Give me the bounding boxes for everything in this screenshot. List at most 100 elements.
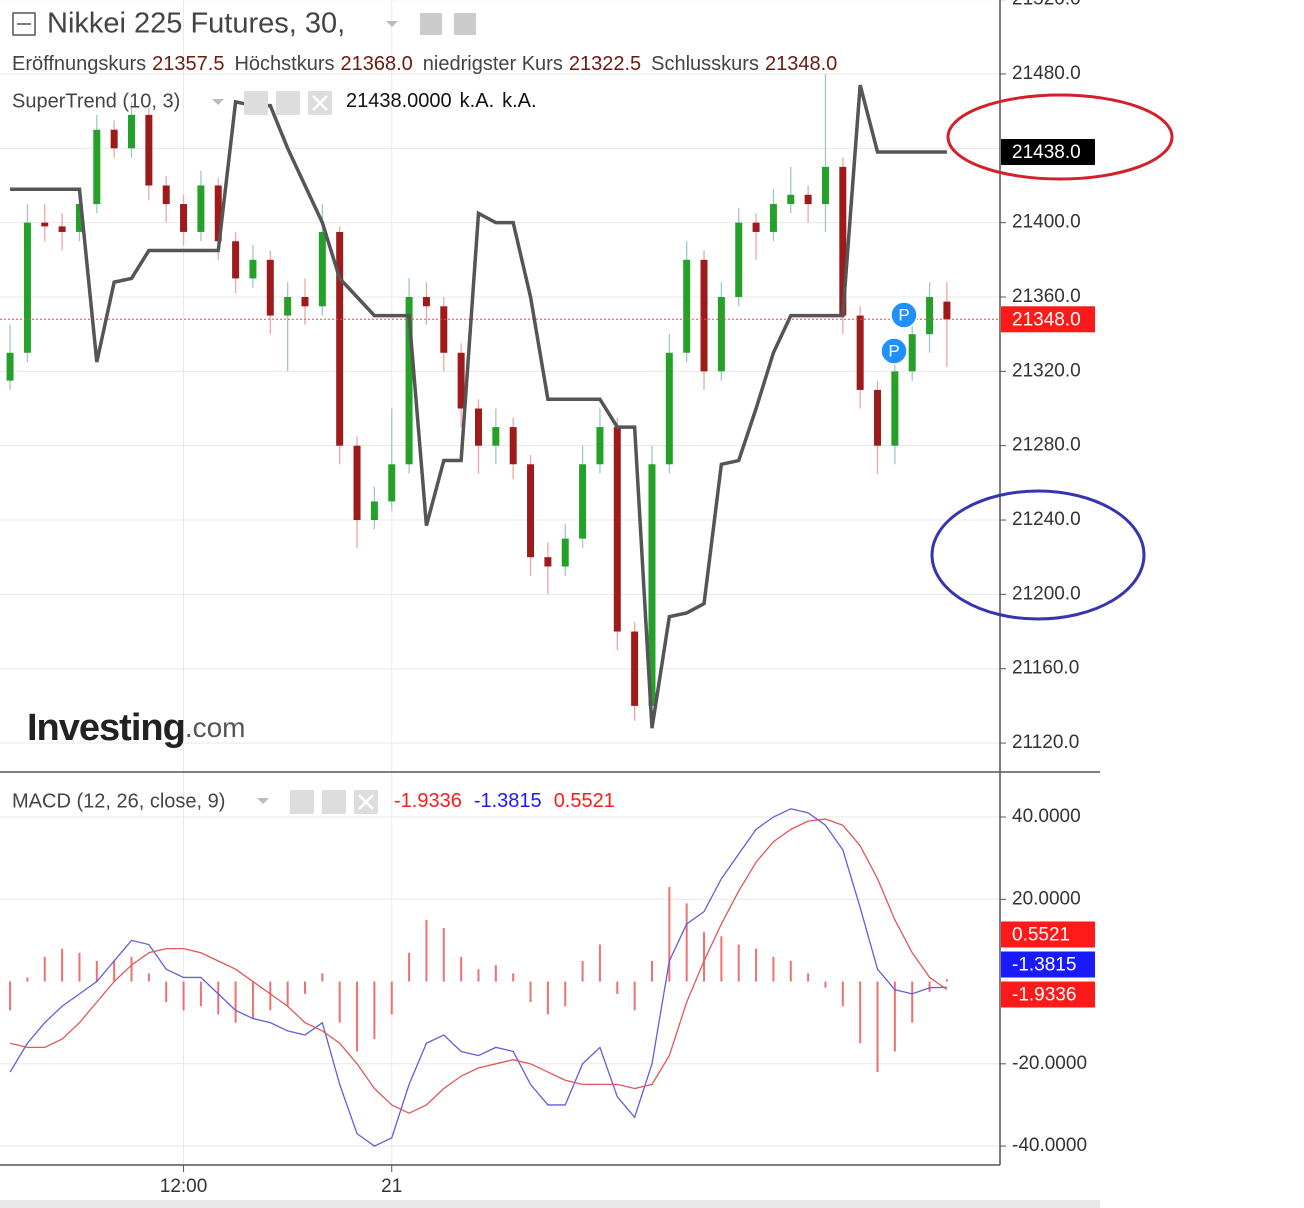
settings-icon[interactable] <box>454 13 476 35</box>
candle-body <box>128 114 136 149</box>
dropdown-icon[interactable] <box>386 21 398 27</box>
y-tick-label: 21320.0 <box>1012 360 1081 381</box>
histogram-bar <box>286 981 289 1007</box>
histogram-bar <box>373 981 376 1040</box>
dropdown-icon[interactable] <box>212 99 224 105</box>
price-tag-label: 0.5521 <box>1012 925 1070 946</box>
histogram-bar <box>43 956 46 982</box>
indicator-value: 21438.0000 <box>346 90 452 112</box>
histogram-bar <box>598 944 601 982</box>
price-tag <box>1001 921 1095 948</box>
y-tick-label: 21280.0 <box>1012 435 1081 456</box>
histogram-bar <box>928 981 931 992</box>
histogram-bar <box>408 952 411 982</box>
candle-body <box>787 194 795 205</box>
candle-body <box>527 464 535 558</box>
ohlc-legend-value: 21322.5 <box>569 53 641 75</box>
histogram-bar <box>859 981 862 1044</box>
settings-icon[interactable] <box>276 91 300 115</box>
histogram-bar <box>460 956 463 982</box>
y-tick-label: 21120.0 <box>1012 732 1079 753</box>
histogram-bar <box>182 981 185 1011</box>
histogram-bar <box>876 981 879 1073</box>
x-tick-label: 12:00 <box>160 1176 208 1197</box>
dropdown-icon[interactable] <box>257 798 269 804</box>
candle-body <box>422 296 430 307</box>
histogram-bar <box>338 981 341 1023</box>
candle-body <box>908 334 916 372</box>
visibility-icon[interactable] <box>420 13 442 35</box>
histogram-bar <box>650 960 653 982</box>
visibility-icon[interactable] <box>290 790 314 814</box>
candle-body <box>631 631 639 706</box>
candle-body <box>93 129 101 205</box>
histogram-bar <box>893 981 896 1052</box>
candle-body <box>214 185 222 242</box>
histogram-bar <box>911 981 914 1023</box>
plot-layer: Investing.com PP <box>0 73 1000 1147</box>
candle-body <box>804 194 812 205</box>
histogram-bar <box>269 981 272 1011</box>
y-tick-label: 40.0000 <box>1012 806 1081 827</box>
candle-body <box>943 301 951 320</box>
candle-body <box>58 226 66 232</box>
candle-body <box>232 241 240 279</box>
settings-icon[interactable] <box>322 790 346 814</box>
candle-body <box>579 464 587 539</box>
candle-body <box>821 166 829 205</box>
candle-body <box>440 306 448 353</box>
histogram-bar <box>789 960 792 982</box>
indicator-value: k.A. <box>502 90 536 112</box>
collapse-icon[interactable] <box>12 12 36 36</box>
histogram-bar <box>564 981 567 1007</box>
label-layer: 21438.0 21348.0 Eröffnungskurs 21357.5 Höchs… <box>12 53 1095 1008</box>
price-tag <box>1001 139 1095 166</box>
histogram-bar <box>703 932 706 982</box>
candle-body <box>318 231 326 307</box>
y-tick-label: -20.0000 <box>1012 1053 1087 1074</box>
histogram-bar <box>113 960 116 982</box>
indicator-value: 0.5521 <box>554 790 615 812</box>
candle-body <box>474 408 482 446</box>
visibility-icon[interactable] <box>244 91 268 115</box>
histogram-bar <box>95 960 98 982</box>
y-tick-label: 21520.0 <box>1012 0 1081 10</box>
marker-badge[interactable] <box>890 301 918 329</box>
candle-body <box>665 352 673 465</box>
histogram-bar <box>321 973 324 982</box>
candle-body <box>874 389 882 446</box>
candle-body <box>6 352 14 381</box>
indicator-name: SuperTrend (10, 3) <box>12 90 180 112</box>
histogram-bar <box>9 981 12 1011</box>
histogram-bar <box>807 973 810 982</box>
candle-body <box>162 185 170 205</box>
candle-body <box>700 259 708 372</box>
candle-body <box>336 231 344 446</box>
marker-badge[interactable] <box>880 337 908 365</box>
histogram-bar <box>494 965 497 982</box>
indicator-value: k.A. <box>460 90 494 112</box>
candle-body <box>891 371 899 446</box>
candle-body <box>284 296 292 316</box>
candle-body <box>856 315 864 390</box>
price-tag-label: -1.3815 <box>1012 955 1076 976</box>
candle-body <box>752 222 760 232</box>
histogram-bar <box>546 981 549 1015</box>
histogram-bar <box>251 981 254 1019</box>
indicator-values: -1.9336 -1.3815 0.5521 <box>394 790 615 812</box>
histogram-bar <box>668 886 671 982</box>
histogram-bar <box>824 981 827 988</box>
price-tag <box>1001 981 1095 1008</box>
supertrend-line <box>10 84 947 729</box>
histogram-bar <box>772 956 775 982</box>
candle-body <box>509 427 517 465</box>
y-tick-label: 21360.0 <box>1012 286 1081 307</box>
candle-body <box>683 259 691 353</box>
watermark-brand: Investing <box>27 707 185 749</box>
candle-body <box>388 464 396 502</box>
marker-label: P <box>898 305 909 324</box>
macd-line <box>9 818 948 1114</box>
candle-body <box>544 557 552 567</box>
candle-body <box>405 296 413 465</box>
